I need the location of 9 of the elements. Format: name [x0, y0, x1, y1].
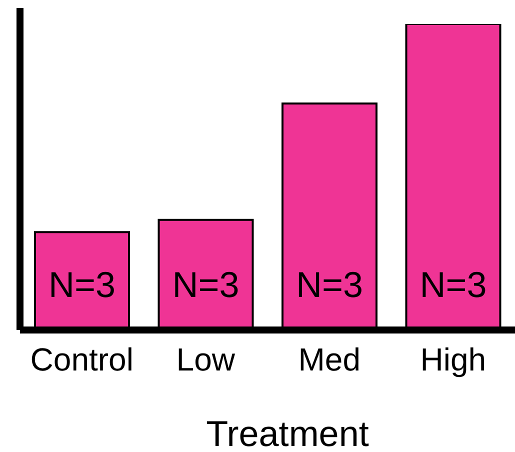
annotation: N=3: [420, 264, 487, 305]
annotation: N=3: [48, 264, 116, 305]
x-tick-label: Control: [30, 342, 134, 378]
x-tick-label: Med: [298, 342, 360, 378]
x-tick-label: High: [420, 342, 486, 378]
annotation: N=3: [172, 264, 240, 305]
x-axis-title: Treatment: [206, 413, 369, 452]
annotation: N=3: [296, 264, 364, 305]
x-tick-label: Low: [176, 342, 236, 378]
